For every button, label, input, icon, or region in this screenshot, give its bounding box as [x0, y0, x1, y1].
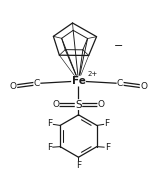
Text: C: C — [34, 79, 40, 88]
Text: O: O — [52, 100, 59, 109]
Text: F: F — [105, 119, 110, 128]
Text: O: O — [98, 100, 105, 109]
Text: O: O — [10, 82, 17, 91]
Text: −: − — [114, 41, 123, 51]
Text: F: F — [76, 161, 81, 170]
Text: O: O — [140, 82, 147, 91]
Text: F: F — [47, 143, 52, 152]
Text: S: S — [75, 100, 82, 110]
Text: C: C — [117, 79, 123, 88]
Text: F: F — [47, 119, 52, 128]
Text: 2+: 2+ — [87, 71, 97, 77]
Text: Fe: Fe — [72, 76, 85, 86]
Text: F: F — [105, 143, 110, 152]
